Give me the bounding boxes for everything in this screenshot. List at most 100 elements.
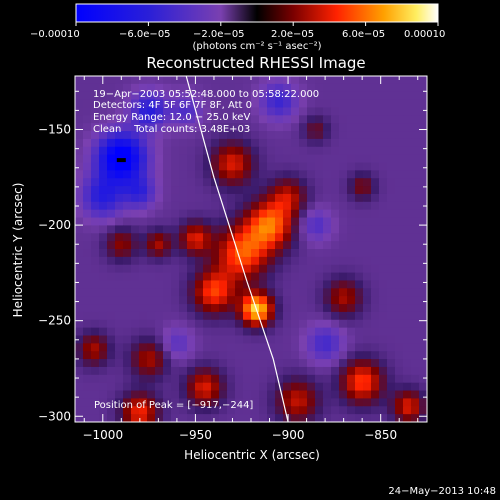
heatmap-cell: [283, 170, 292, 179]
heatmap-cell: [387, 123, 396, 132]
heatmap-cell: [275, 249, 284, 258]
heatmap-cell: [155, 241, 164, 250]
heatmap-cell: [243, 327, 252, 337]
heatmap-cell: [267, 201, 276, 211]
heatmap-cell: [139, 272, 148, 282]
heatmap-cell: [411, 76, 420, 85]
heatmap-cell: [299, 201, 308, 211]
heatmap-cell: [235, 335, 244, 344]
heatmap-cell: [323, 351, 332, 360]
heatmap-cell: [307, 217, 316, 227]
heatmap-cell: [235, 264, 244, 274]
heatmap-cell: [75, 406, 84, 415]
heatmap-cell: [75, 366, 84, 376]
heatmap-cell: [323, 374, 332, 384]
heatmap-cell: [147, 233, 156, 242]
heatmap-cell: [131, 414, 140, 422]
heatmap-cell: [83, 138, 92, 148]
heatmap-cell: [363, 414, 372, 422]
heatmap-cell: [195, 343, 204, 352]
heatmap-cell: [75, 256, 84, 266]
heatmap-cell: [139, 233, 148, 242]
heatmap-cell: [187, 256, 196, 266]
heatmap-cell: [171, 249, 180, 258]
heatmap-cell: [363, 225, 372, 234]
heatmap-cell: [395, 217, 404, 227]
heatmap-cell: [211, 99, 220, 109]
heatmap-cell: [379, 146, 388, 156]
heatmap-cell: [235, 91, 244, 101]
heatmap-cell: [331, 170, 340, 179]
heatmap-cell: [219, 178, 228, 187]
heatmap-cell: [323, 76, 332, 85]
heatmap-cell: [339, 351, 348, 360]
heatmap-cell: [331, 390, 340, 400]
heatmap-cell: [419, 249, 427, 258]
heatmap-cell: [243, 256, 252, 266]
heatmap-cell: [227, 99, 236, 109]
heatmap-cell: [275, 343, 284, 352]
heatmap-cell: [299, 414, 308, 422]
heatmap-cell: [187, 327, 196, 337]
heatmap-cell: [275, 398, 284, 407]
heatmap-cell: [211, 91, 220, 101]
heatmap-cell: [227, 351, 236, 360]
heatmap-cell: [139, 193, 148, 203]
heatmap-cell: [307, 256, 316, 266]
heatmap-cell: [307, 91, 316, 101]
heatmap-cell: [163, 351, 172, 360]
heatmap-cell: [83, 193, 92, 203]
heatmap-cell: [299, 296, 308, 305]
heatmap-cell: [235, 146, 244, 156]
heatmap-cell: [355, 138, 364, 148]
heatmap-cell: [331, 272, 340, 282]
heatmap-cell: [187, 406, 196, 415]
heatmap-cell: [267, 107, 276, 116]
heatmap-cell: [83, 115, 92, 124]
heatmap-cell: [99, 178, 108, 187]
heatmap-cell: [203, 366, 212, 376]
heatmap-cell: [139, 382, 148, 392]
heatmap-cell: [107, 406, 116, 415]
heatmap-cell: [219, 249, 228, 258]
heatmap-cell: [395, 398, 404, 407]
heatmap-cell: [195, 91, 204, 101]
heatmap-cell: [259, 359, 268, 368]
heatmap-cell: [235, 76, 244, 85]
heatmap-cell: [339, 193, 348, 203]
heatmap-cell: [107, 170, 116, 179]
heatmap-cell: [91, 272, 100, 282]
heatmap-cell: [115, 76, 124, 85]
heatmap-cell: [267, 343, 276, 352]
heatmap-cell: [315, 217, 324, 227]
heatmap-cell: [155, 123, 164, 132]
heatmap-cell: [91, 406, 100, 415]
heatmap-cell: [259, 83, 268, 93]
heatmap-cell: [275, 319, 284, 329]
heatmap-cell: [139, 311, 148, 321]
heatmap-cell: [387, 390, 396, 400]
heatmap-cell: [259, 366, 268, 376]
heatmap-cell: [403, 107, 412, 116]
heatmap-cell: [187, 131, 196, 140]
heatmap-cell: [235, 178, 244, 187]
heatmap-cell: [395, 178, 404, 187]
heatmap-cell: [147, 131, 156, 140]
heatmap-cell: [323, 154, 332, 164]
heatmap-cell: [331, 162, 340, 171]
heatmap-cell: [83, 351, 92, 360]
heatmap-cell: [187, 193, 196, 203]
heatmap-cell: [299, 99, 308, 109]
heatmap-cell: [379, 414, 388, 422]
heatmap-cell: [283, 280, 292, 289]
heatmap-cell: [339, 131, 348, 140]
heatmap-cell: [147, 249, 156, 258]
heatmap-cell: [411, 146, 420, 156]
heatmap-cell: [227, 91, 236, 101]
heatmap-cell: [227, 131, 236, 140]
heatmap-cell: [379, 186, 388, 195]
heatmap-cell: [163, 76, 172, 85]
heatmap-cell: [411, 123, 420, 132]
heatmap-cell: [251, 91, 260, 101]
heatmap-cell: [315, 296, 324, 305]
